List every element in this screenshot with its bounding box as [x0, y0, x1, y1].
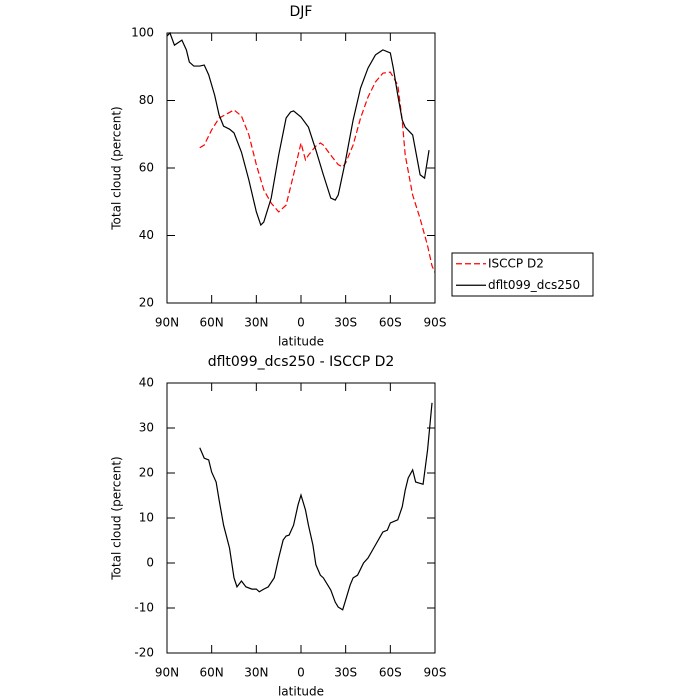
y-tick-label: 20	[139, 466, 154, 480]
x-tick-label: 0	[297, 316, 305, 330]
legend-box	[451, 252, 594, 297]
y-tick-label: -10	[134, 601, 154, 615]
y-tick-label: 0	[146, 556, 154, 570]
y-tick-label: 40	[139, 228, 154, 242]
y-tick-label: 100	[131, 26, 154, 40]
plot-frame	[166, 32, 436, 304]
chart-title: DJF	[290, 4, 313, 20]
x-tick-label: 30S	[334, 666, 357, 680]
y-tick-label: 30	[139, 421, 154, 435]
plot-frame	[166, 382, 436, 654]
x-tick-label: 30S	[334, 316, 357, 330]
y-tick-label: 20	[139, 296, 154, 310]
data-line	[199, 71, 436, 273]
x-tick-label: 30N	[244, 316, 268, 330]
x-tick-label: 90S	[424, 666, 447, 680]
x-axis-label: latitude	[278, 335, 324, 349]
x-tick-label: 60S	[379, 316, 402, 330]
y-tick-label: 80	[139, 93, 154, 107]
y-tick-label: -20	[134, 646, 154, 660]
chart-title: dflt099_dcs250 - ISCCP D2	[208, 354, 395, 370]
x-tick-label: 90S	[424, 316, 447, 330]
y-axis-label: Total cloud (percent)	[110, 106, 124, 230]
x-tick-label: 60N	[200, 316, 224, 330]
x-tick-label: 90N	[155, 666, 179, 680]
y-tick-label: 10	[139, 511, 154, 525]
x-tick-label: 60S	[379, 666, 402, 680]
data-line	[166, 31, 430, 227]
x-tick-label: 30N	[244, 666, 268, 680]
data-line	[199, 402, 433, 611]
legend-label: dflt099_dcs250	[488, 278, 580, 292]
legend-label: ISCCP D2	[488, 256, 544, 270]
x-tick-label: 60N	[200, 666, 224, 680]
y-tick-label: 40	[139, 376, 154, 390]
x-tick-label: 0	[297, 666, 305, 680]
y-tick-label: 60	[139, 161, 154, 175]
y-axis-label: Total cloud (percent)	[110, 456, 124, 580]
x-axis-label: latitude	[278, 685, 324, 699]
x-tick-label: 90N	[155, 316, 179, 330]
